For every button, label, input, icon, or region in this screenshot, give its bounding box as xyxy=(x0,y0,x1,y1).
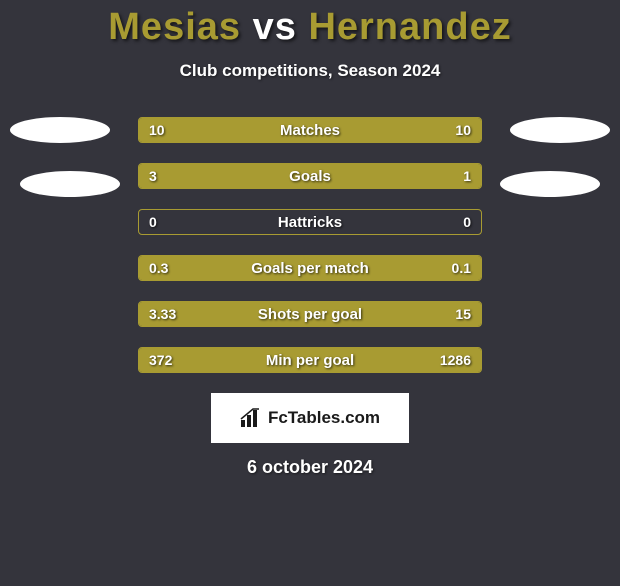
stat-label: Min per goal xyxy=(139,348,481,372)
player1-name: Mesias xyxy=(108,6,241,48)
player2-badge-bottom xyxy=(500,171,600,197)
stat-label: Goals per match xyxy=(139,256,481,280)
footer-date: 6 october 2024 xyxy=(0,457,620,478)
stat-row: 1010Matches xyxy=(138,117,482,143)
bars-container: 1010Matches 31Goals 00Hattricks 0.30.1Goals… xyxy=(138,117,482,373)
player1-badge-bottom xyxy=(20,171,120,197)
stat-label: Hattricks xyxy=(139,210,481,234)
brand-text: FcTables.com xyxy=(268,408,380,428)
player1-badge-top xyxy=(10,117,110,143)
stat-row: 3721286Min per goal xyxy=(138,347,482,373)
stat-row: 3.3315Shots per goal xyxy=(138,301,482,327)
stat-row: 00Hattricks xyxy=(138,209,482,235)
comparison-chart: 1010Matches 31Goals 00Hattricks 0.30.1Goals… xyxy=(0,117,620,373)
player2-name: Hernandez xyxy=(308,6,511,48)
stat-label: Shots per goal xyxy=(139,302,481,326)
stat-row: 0.30.1Goals per match xyxy=(138,255,482,281)
stat-label: Matches xyxy=(139,118,481,142)
subtitle: Club competitions, Season 2024 xyxy=(0,61,620,81)
bar-chart-icon xyxy=(240,408,262,428)
stat-row: 31Goals xyxy=(138,163,482,189)
brand-box: FcTables.com xyxy=(211,393,409,443)
vs-text: vs xyxy=(253,6,297,48)
stat-label: Goals xyxy=(139,164,481,188)
player2-badge-top xyxy=(510,117,610,143)
comparison-title: Mesias vs Hernandez xyxy=(0,6,620,49)
